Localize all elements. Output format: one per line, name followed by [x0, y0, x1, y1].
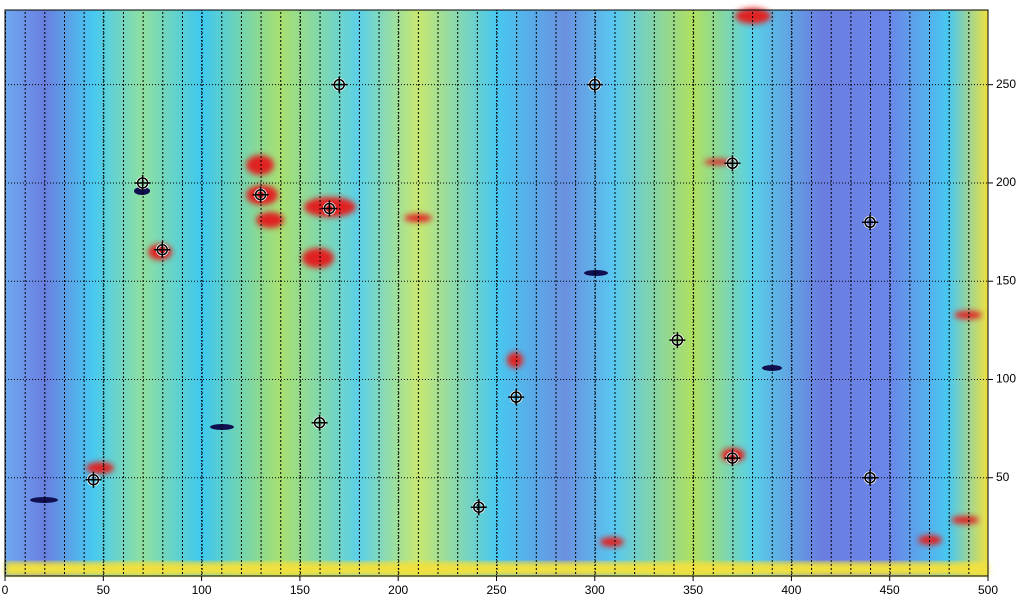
- marker: [508, 389, 525, 406]
- x-tick-label: 200: [388, 583, 408, 597]
- marker: [724, 450, 741, 467]
- marker: [862, 214, 879, 231]
- marker: [724, 155, 741, 172]
- marker: [311, 414, 328, 431]
- x-tick-label: 150: [290, 583, 310, 597]
- marker: [85, 471, 102, 488]
- marker: [154, 241, 171, 258]
- marker: [669, 332, 686, 349]
- x-tick-label: 250: [486, 583, 506, 597]
- y-tick-label: 150: [996, 273, 1016, 287]
- x-tick-label: 100: [192, 583, 212, 597]
- marker: [862, 469, 879, 486]
- y-tick-label: 50: [996, 470, 1010, 484]
- x-tick-label: 300: [585, 583, 605, 597]
- x-tick-label: 50: [97, 583, 111, 597]
- marker: [321, 200, 338, 217]
- y-tick-label: 200: [996, 175, 1016, 189]
- x-tick-label: 450: [880, 583, 900, 597]
- marker: [252, 186, 269, 203]
- y-tick-label: 250: [996, 77, 1016, 91]
- marker: [134, 174, 151, 191]
- x-tick-label: 0: [2, 583, 9, 597]
- marker: [470, 499, 487, 516]
- x-tick-label: 350: [683, 583, 703, 597]
- marker: [586, 76, 603, 93]
- x-tick-label: 400: [781, 583, 801, 597]
- y-tick-label: 100: [996, 372, 1016, 386]
- x-tick-label: 500: [978, 583, 998, 597]
- marker: [331, 76, 348, 93]
